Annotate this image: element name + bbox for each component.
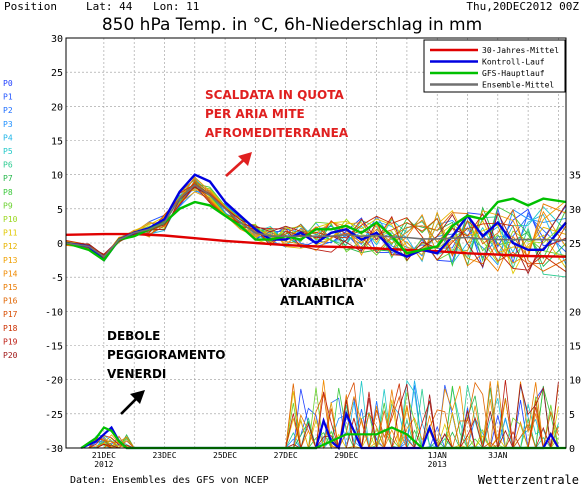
member-label: P1 xyxy=(3,93,13,102)
arrow-up-right-red-icon xyxy=(225,152,252,177)
axis-labels: 30 25 20 15 10 5 0 -5 -10 -15 -20 -25 -30 35 30 25 20 15 1… xyxy=(45,34,581,469)
y-tick-label: -5 xyxy=(51,273,63,284)
y-tick-label: 30 xyxy=(51,34,63,45)
legend-label: Kontroll-Lauf xyxy=(482,58,545,67)
x-tick-label: 27DEC xyxy=(274,451,298,460)
series-line xyxy=(65,173,567,262)
x-tick-label: 3JAN xyxy=(488,451,507,460)
y-right-tick-label: 30 xyxy=(569,205,581,216)
member-label: P8 xyxy=(3,188,13,197)
x-tick-label: 23DEC xyxy=(152,451,176,460)
member-label: P10 xyxy=(3,215,18,224)
member-line xyxy=(65,187,567,275)
member-line xyxy=(65,178,567,272)
data-source: Daten: Ensembles des GFS von NCEP xyxy=(70,475,269,486)
x-tick-label: 2013 xyxy=(428,460,447,469)
arrow-up-right-black-icon xyxy=(120,390,145,415)
series-line xyxy=(65,183,567,258)
member-label: P11 xyxy=(3,229,18,238)
x-tick-label: 21DEC xyxy=(92,451,116,460)
member-label: P14 xyxy=(3,269,18,278)
y-tick-label: -10 xyxy=(45,307,63,318)
y-right-precip-label: 0 xyxy=(569,444,575,455)
chart-title: 850 hPa Temp. in °C, 6h-Niederschlag in … xyxy=(102,15,482,35)
legend-label: GFS-Hauptlauf xyxy=(482,69,545,78)
member-label: P4 xyxy=(3,133,13,142)
x-tick-label: 1JAN xyxy=(428,451,447,460)
y-right-precip-label: 15 xyxy=(569,342,581,353)
y-right-precip-label: 20 xyxy=(569,307,581,318)
run-time-label: Thu,20DEC2012 00Z xyxy=(466,0,579,13)
y-tick-label: 5 xyxy=(57,205,63,216)
member-label: P6 xyxy=(3,161,13,170)
y-tick-label: -20 xyxy=(45,376,63,387)
annotation-warm: SCALDATA IN QUOTA PER ARIA MITE AFROMEDI… xyxy=(205,88,349,140)
member-labels: P0 P1 P2 P3 P4 P5 P6 P7 P8 P9 P10 P11 P12 P13 P14 P15 P1… xyxy=(3,79,18,360)
main-series xyxy=(65,173,567,262)
annotation-atlantic-line1: VARIABILITA' xyxy=(280,276,367,290)
latitude-label: Lat: 44 xyxy=(86,0,133,13)
member-label: P19 xyxy=(3,337,18,346)
y-right-tick-label: 25 xyxy=(569,239,581,250)
y-tick-label: 20 xyxy=(51,102,63,113)
grid-lines xyxy=(66,38,566,448)
legend: 30-Jahres-Mittel Kontroll-Lauf GFS-Hauptla… xyxy=(423,39,566,93)
annotation-friday-line1: DEBOLE xyxy=(107,329,160,343)
x-tick-label: 25DEC xyxy=(213,451,237,460)
annotation-atlantic-line2: ATLANTICA xyxy=(280,294,355,308)
member-label: P0 xyxy=(3,79,13,88)
member-label: P15 xyxy=(3,283,18,292)
member-label: P20 xyxy=(3,351,18,360)
member-line xyxy=(65,175,567,265)
member-label: P7 xyxy=(3,174,13,183)
annotation-friday: DEBOLE PEGGIORAMENTO VENERDI xyxy=(107,329,225,381)
y-tick-label: 10 xyxy=(51,171,63,182)
member-line xyxy=(65,176,567,265)
annotation-friday-line3: VENERDI xyxy=(107,367,166,381)
x-tick-label: 2012 xyxy=(94,460,113,469)
y-tick-label: 25 xyxy=(51,68,63,79)
member-label: P5 xyxy=(3,147,13,156)
member-label: P3 xyxy=(3,120,13,129)
legend-label: 30-Jahres-Mittel xyxy=(482,46,559,55)
y-right-precip-label: 5 xyxy=(569,410,575,421)
member-label: P17 xyxy=(3,310,18,319)
y-tick-label: 15 xyxy=(51,137,63,148)
member-label: P9 xyxy=(3,201,13,210)
annotation-warm-line3: AFROMEDITERRANEA xyxy=(205,126,349,140)
brand-label: Wetterzentrale xyxy=(478,473,579,487)
annotation-atlantic: VARIABILITA' ATLANTICA xyxy=(280,276,367,308)
plot-frame xyxy=(65,37,567,449)
longitude-label: Lon: 11 xyxy=(153,0,199,13)
member-line xyxy=(65,179,567,272)
member-label: P12 xyxy=(3,242,18,251)
x-tick-label: 29DEC xyxy=(334,451,358,460)
member-label: P2 xyxy=(3,106,13,115)
series-line xyxy=(65,232,567,258)
legend-label: Ensemble-Mittel xyxy=(482,81,554,90)
position-label: Position xyxy=(4,0,57,13)
annotation-warm-line2: PER ARIA MITE xyxy=(205,107,305,121)
annotation-warm-line1: SCALDATA IN QUOTA xyxy=(205,88,345,102)
member-line xyxy=(65,186,567,275)
y-right-precip-label: 10 xyxy=(569,376,581,387)
y-tick-label: -15 xyxy=(45,342,63,353)
member-label: P13 xyxy=(3,256,18,265)
y-tick-label: 0 xyxy=(57,239,63,250)
y-right-tick-label: 35 xyxy=(569,171,581,182)
member-line xyxy=(65,184,567,271)
member-label: P18 xyxy=(3,324,18,333)
y-tick-label: -25 xyxy=(45,410,63,421)
y-tick-label: -30 xyxy=(45,444,63,455)
annotation-friday-line2: PEGGIORAMENTO xyxy=(107,348,225,362)
member-label: P16 xyxy=(3,297,18,306)
